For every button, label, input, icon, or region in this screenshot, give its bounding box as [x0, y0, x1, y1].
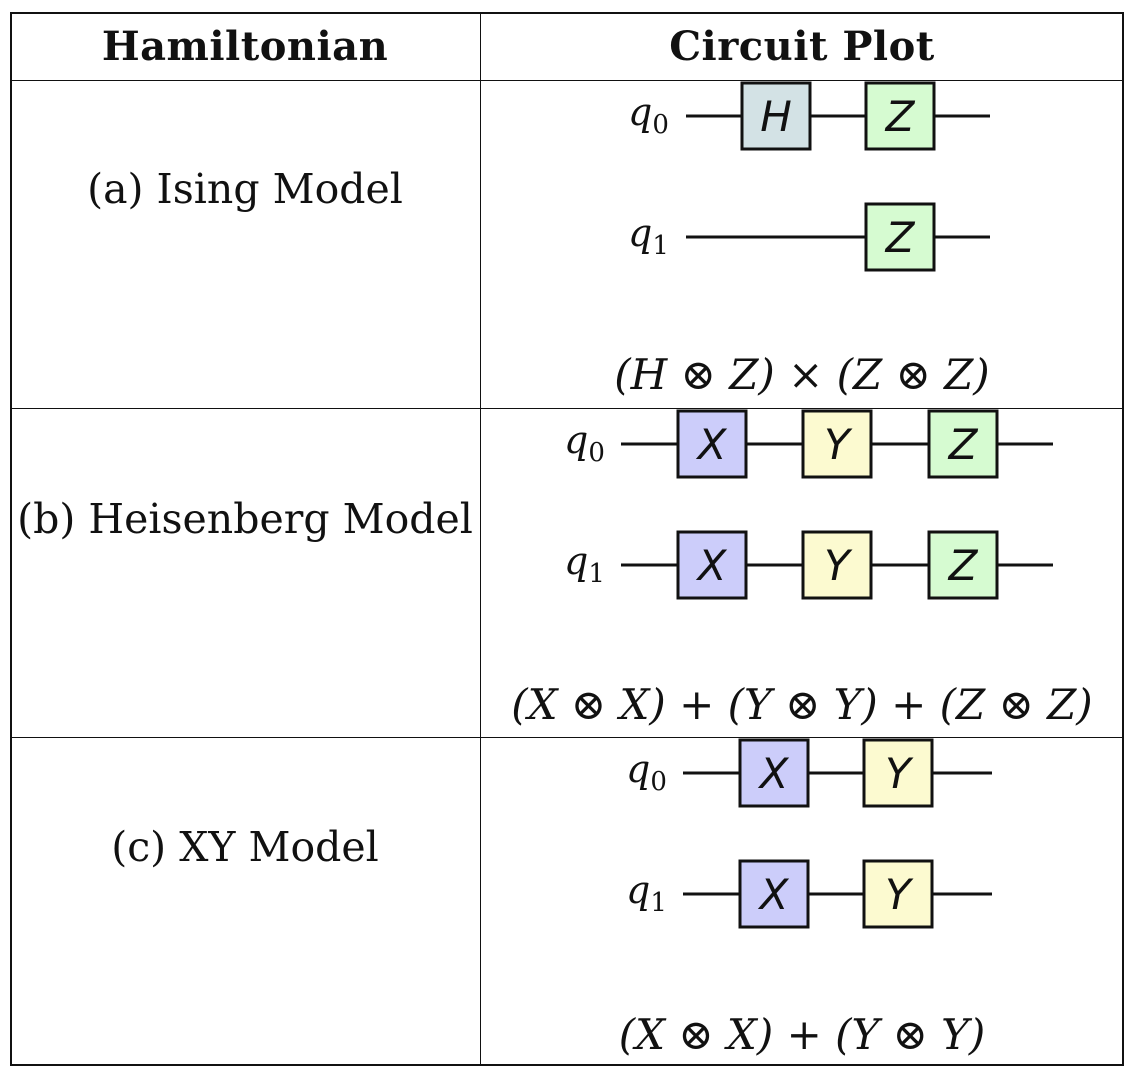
header-hamiltonian: Hamiltonian — [101, 22, 389, 70]
gate-y-box — [801, 530, 873, 600]
gate-z-box — [927, 530, 999, 600]
formula-heisenberg: (X ⊗ X) + (Y ⊗ Y) + (Z ⊗ Z) — [511, 680, 1093, 729]
qubit-label: q0 — [628, 90, 669, 140]
gate-y-label: Y — [885, 870, 914, 919]
gate-y-box — [862, 738, 934, 808]
qubit-label: q1 — [626, 868, 667, 918]
gate-h-box — [740, 81, 812, 151]
gate-x-label: X — [696, 541, 728, 590]
row-label-ising: (a) Ising Model — [87, 165, 403, 213]
row-divider-2 — [10, 737, 1124, 738]
gate-x-box — [738, 738, 810, 808]
gate-y-label: Y — [885, 749, 914, 798]
row-label-xy: (c) XY Model — [111, 823, 379, 871]
table-frame — [10, 12, 1124, 1066]
column-divider — [480, 12, 481, 1066]
gate-y-label: Y — [824, 541, 853, 590]
gate-x-label: X — [758, 870, 790, 919]
header-circuit-plot: Circuit Plot — [669, 22, 935, 70]
gate-x-box — [676, 409, 748, 479]
row-label-heisenberg: (b) Heisenberg Model — [17, 495, 473, 543]
row-divider-1 — [10, 408, 1124, 409]
gate-x-box — [676, 530, 748, 600]
gate-z-box — [864, 81, 936, 151]
gate-z-box — [864, 202, 936, 272]
gate-x-label: X — [758, 749, 790, 798]
gate-y-label: Y — [824, 420, 853, 469]
gate-x-box — [738, 859, 810, 929]
gate-z-box — [927, 409, 999, 479]
gate-x-label: X — [696, 420, 728, 469]
gate-y-box — [862, 859, 934, 929]
gate-z-label: Z — [885, 92, 916, 141]
gate-z-label: Z — [948, 541, 979, 590]
gate-z-label: Z — [948, 420, 979, 469]
qubit-label: q1 — [564, 539, 605, 589]
gate-y-box — [801, 409, 873, 479]
formula-ising: (H ⊗ Z) × (Z ⊗ Z) — [614, 350, 990, 399]
qubit-label: q0 — [564, 418, 605, 468]
formula-xy: (X ⊗ X) + (Y ⊗ Y) — [618, 1010, 986, 1059]
qubit-label: q0 — [626, 747, 667, 797]
qubit-label: q1 — [628, 211, 669, 261]
gate-z-label: Z — [885, 213, 916, 262]
header-divider — [10, 80, 1124, 81]
gate-h-label: H — [760, 92, 792, 141]
